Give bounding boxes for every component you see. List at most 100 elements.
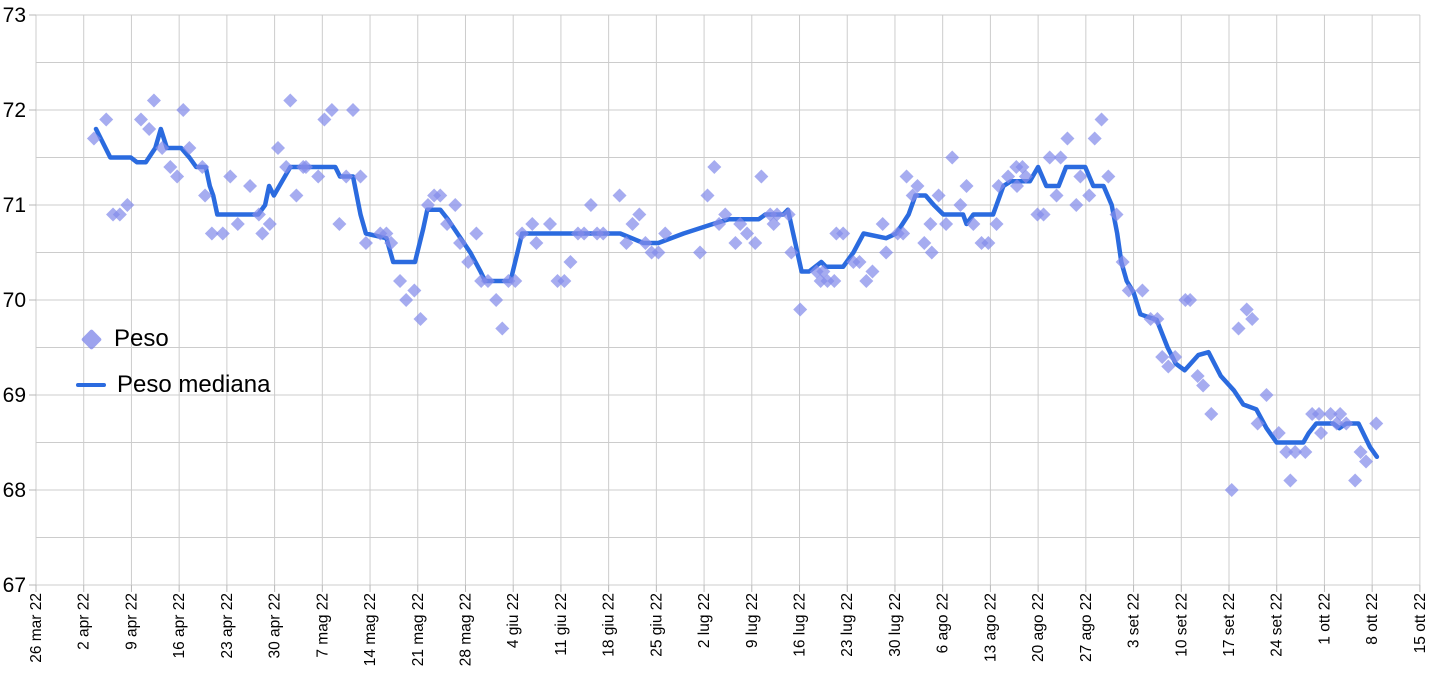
data-point-diamond[interactable]	[770, 207, 785, 222]
data-point-diamond[interactable]	[448, 198, 463, 212]
data-point-diamond[interactable]	[283, 93, 298, 108]
data-point-diamond[interactable]	[420, 198, 435, 212]
data-point-diamond[interactable]	[899, 169, 914, 184]
data-point-diamond[interactable]	[1101, 169, 1116, 184]
data-point-diamond[interactable]	[966, 217, 981, 231]
data-point-diamond[interactable]	[1109, 207, 1124, 222]
data-point-diamond[interactable]	[793, 302, 808, 317]
data-point-diamond[interactable]	[1239, 302, 1254, 317]
data-point-diamond[interactable]	[781, 207, 796, 222]
data-point-diamond[interactable]	[924, 245, 939, 260]
data-point-diamond[interactable]	[495, 321, 510, 336]
data-point-diamond[interactable]	[852, 255, 867, 269]
data-point-diamond[interactable]	[740, 226, 755, 241]
data-point-diamond[interactable]	[1196, 378, 1211, 393]
data-point-diamond[interactable]	[1082, 188, 1097, 203]
data-point-diamond[interactable]	[1250, 416, 1265, 431]
data-point-diamond[interactable]	[480, 274, 495, 288]
data-point-diamond[interactable]	[827, 274, 842, 288]
data-point-diamond[interactable]	[1036, 207, 1051, 222]
data-point-diamond[interactable]	[784, 245, 799, 260]
data-point-diamond[interactable]	[733, 217, 748, 231]
data-point-diamond[interactable]	[959, 179, 974, 193]
data-point-diamond[interactable]	[469, 226, 484, 241]
data-point-diamond[interactable]	[461, 255, 476, 269]
data-point-diamond[interactable]	[489, 293, 504, 307]
data-point-diamond[interactable]	[289, 188, 304, 203]
data-point-diamond[interactable]	[1049, 188, 1064, 203]
data-point-diamond[interactable]	[515, 226, 530, 241]
data-point-diamond[interactable]	[728, 236, 743, 250]
data-point-diamond[interactable]	[543, 217, 558, 231]
data-point-diamond[interactable]	[353, 169, 368, 184]
data-point-diamond[interactable]	[413, 312, 428, 326]
data-point-diamond[interactable]	[557, 274, 572, 288]
data-point-diamond[interactable]	[345, 103, 360, 117]
data-point-diamond[interactable]	[146, 93, 161, 108]
data-point-diamond[interactable]	[1155, 350, 1170, 364]
data-point-diamond[interactable]	[120, 198, 135, 212]
data-point-diamond[interactable]	[1283, 473, 1298, 488]
data-point-diamond[interactable]	[1353, 445, 1368, 459]
data-point-diamond[interactable]	[1339, 416, 1354, 431]
data-point-diamond[interactable]	[1001, 169, 1016, 184]
data-point-diamond[interactable]	[596, 226, 611, 241]
data-point-diamond[interactable]	[155, 141, 170, 155]
data-point-diamond[interactable]	[1369, 416, 1384, 431]
data-point-diamond[interactable]	[358, 236, 373, 250]
data-point-diamond[interactable]	[700, 188, 715, 203]
data-point-diamond[interactable]	[384, 236, 399, 250]
data-point-diamond[interactable]	[1168, 350, 1183, 364]
data-point-diamond[interactable]	[1161, 359, 1176, 374]
data-point-diamond[interactable]	[1314, 426, 1329, 440]
data-point-diamond[interactable]	[1183, 293, 1198, 307]
data-point-diamond[interactable]	[1259, 388, 1274, 402]
data-point-diamond[interactable]	[1069, 198, 1084, 212]
data-point-diamond[interactable]	[379, 226, 394, 241]
data-point-diamond[interactable]	[583, 198, 598, 212]
data-point-diamond[interactable]	[1042, 150, 1057, 165]
data-point-diamond[interactable]	[525, 217, 540, 231]
data-point-diamond[interactable]	[945, 150, 960, 165]
data-point-diamond[interactable]	[440, 217, 455, 231]
legend-item-peso[interactable]: Peso	[76, 324, 270, 354]
data-point-diamond[interactable]	[875, 217, 890, 231]
data-point-diamond[interactable]	[1060, 131, 1075, 146]
data-point-diamond[interactable]	[612, 188, 627, 203]
data-point-diamond[interactable]	[262, 217, 277, 231]
data-point-diamond[interactable]	[1009, 179, 1024, 193]
data-point-diamond[interactable]	[453, 236, 468, 250]
data-point-diamond[interactable]	[433, 188, 448, 203]
data-point-diamond[interactable]	[243, 179, 258, 193]
data-point-diamond[interactable]	[1311, 407, 1326, 421]
data-point-diamond[interactable]	[1298, 445, 1313, 459]
data-point-diamond[interactable]	[1288, 445, 1303, 459]
data-point-diamond[interactable]	[163, 160, 178, 174]
data-point-diamond[interactable]	[905, 188, 920, 203]
data-point-diamond[interactable]	[1231, 321, 1246, 336]
data-point-diamond[interactable]	[1121, 283, 1136, 298]
data-point-diamond[interactable]	[1190, 369, 1205, 383]
data-point-diamond[interactable]	[692, 245, 707, 260]
data-point-diamond[interactable]	[508, 274, 523, 288]
data-point-diamond[interactable]	[625, 217, 640, 231]
data-point-diamond[interactable]	[1245, 312, 1260, 326]
data-point-diamond[interactable]	[223, 169, 238, 184]
median-line[interactable]	[93, 126, 1380, 460]
data-point-diamond[interactable]	[215, 226, 230, 241]
data-point-diamond[interactable]	[317, 112, 332, 127]
data-point-diamond[interactable]	[989, 217, 1004, 231]
data-point-diamond[interactable]	[1115, 255, 1130, 269]
data-point-diamond[interactable]	[1135, 283, 1150, 298]
data-point-diamond[interactable]	[529, 236, 544, 250]
data-point-diamond[interactable]	[255, 226, 270, 241]
data-point-diamond[interactable]	[632, 207, 647, 222]
data-point-diamond[interactable]	[279, 160, 294, 174]
data-point-diamond[interactable]	[923, 217, 938, 231]
data-point-diamond[interactable]	[407, 283, 422, 298]
data-point-diamond[interactable]	[251, 207, 266, 222]
data-point-diamond[interactable]	[859, 274, 874, 288]
data-point-diamond[interactable]	[198, 188, 213, 203]
data-point-diamond[interactable]	[619, 236, 634, 250]
data-point-diamond[interactable]	[712, 217, 727, 231]
